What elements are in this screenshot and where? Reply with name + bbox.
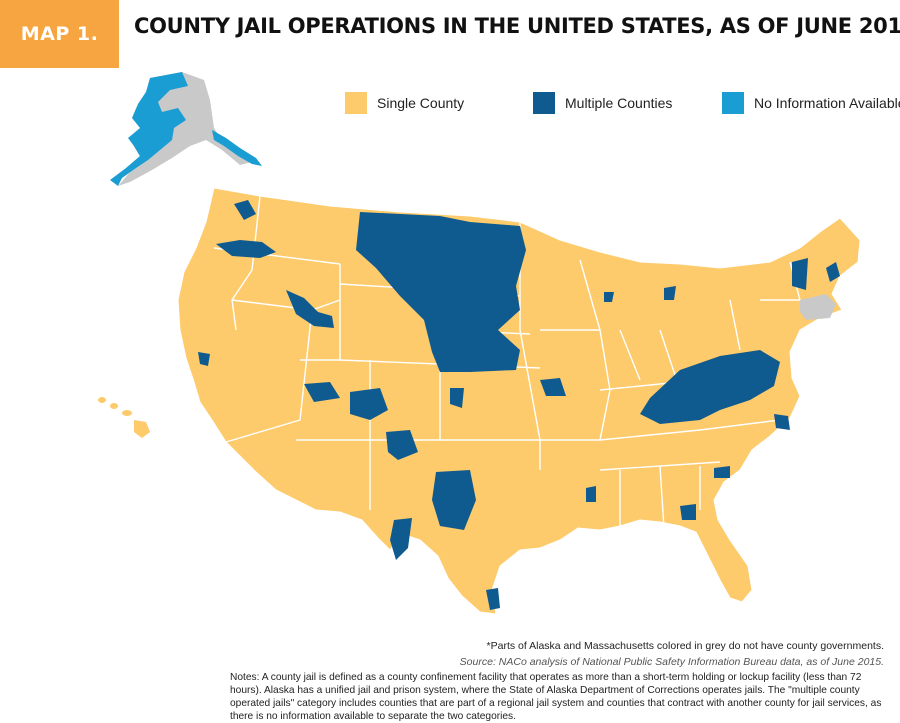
cluster-nevada <box>198 352 210 366</box>
legend-item-multiple-counties: Multiple Counties <box>533 92 672 114</box>
cluster-wisconsin <box>604 292 614 302</box>
notes-paragraph: Notes: A county jail is defined as a cou… <box>230 672 882 722</box>
alaska-no-info-region <box>110 72 188 186</box>
cluster-washington <box>216 240 276 258</box>
hawaii-island-big <box>134 420 150 438</box>
source-note: Source: NACo analysis of National Public… <box>459 656 884 668</box>
legend-swatch-single-county <box>345 92 367 114</box>
footnote-grey-areas: *Parts of Alaska and Massachusetts color… <box>486 640 884 652</box>
cluster-utah-colorado <box>350 388 388 420</box>
cluster-maine <box>826 262 840 282</box>
legend-label-no-information: No Information Available <box>754 95 900 111</box>
cluster-michigan <box>664 286 676 300</box>
cluster-texas-coast <box>486 588 500 610</box>
map-legend: Single County Multiple Counties No Infor… <box>345 92 900 116</box>
cluster-south-carolina <box>714 466 730 478</box>
legend-swatch-multiple-counties <box>533 92 555 114</box>
map-number-badge: MAP 1. <box>0 0 119 68</box>
legend-item-single-county: Single County <box>345 92 464 114</box>
legend-label-single-county: Single County <box>377 95 465 111</box>
cluster-texas-panhandle <box>432 470 476 530</box>
cluster-new-mexico <box>386 430 418 460</box>
cluster-mississippi <box>586 486 596 502</box>
legend-swatch-no-information <box>722 92 744 114</box>
cluster-vermont <box>792 258 808 290</box>
map-title: COUNTY JAIL OPERATIONS IN THE UNITED STA… <box>134 14 900 38</box>
hawaii-island-oahu <box>110 403 118 409</box>
cluster-northern-plains <box>356 212 526 372</box>
cluster-utah <box>304 382 340 402</box>
massachusetts-grey-region <box>800 294 836 320</box>
cluster-georgia <box>680 504 696 520</box>
alaska <box>110 72 262 186</box>
multiple-county-areas <box>198 200 840 610</box>
hawaii <box>98 397 150 438</box>
cluster-kansas <box>450 388 464 408</box>
us-county-jail-map <box>98 72 861 615</box>
alaska-southeast-panhandle <box>212 130 262 166</box>
cluster-texas-west <box>390 518 412 560</box>
legend-label-multiple-counties: Multiple Counties <box>565 95 673 111</box>
cluster-appalachia <box>640 350 780 424</box>
hawaii-island-maui <box>122 410 132 416</box>
hawaii-island-kauai <box>98 397 106 403</box>
cluster-virginia-coast <box>774 414 790 430</box>
legend-item-no-information: No Information Available <box>722 92 900 114</box>
map-number-label: MAP 1. <box>20 23 99 45</box>
cluster-idaho-oregon <box>286 290 334 328</box>
alaska-grey-region <box>118 72 252 186</box>
cluster-washington-north <box>234 200 256 220</box>
cluster-iowa <box>540 378 566 396</box>
